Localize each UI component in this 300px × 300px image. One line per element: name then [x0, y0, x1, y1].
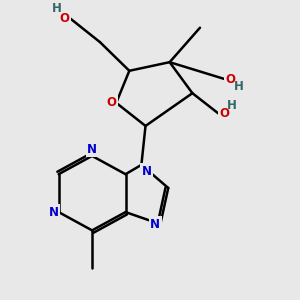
Text: N: N [150, 218, 160, 231]
Text: O: O [60, 12, 70, 25]
Text: O: O [106, 96, 116, 109]
Text: N: N [49, 206, 59, 219]
Text: N: N [87, 143, 97, 156]
Text: O: O [219, 107, 229, 120]
Text: O: O [226, 73, 236, 86]
Text: H: H [234, 80, 244, 94]
Text: N: N [141, 165, 152, 178]
Text: H: H [227, 99, 237, 112]
Text: H: H [52, 2, 61, 15]
